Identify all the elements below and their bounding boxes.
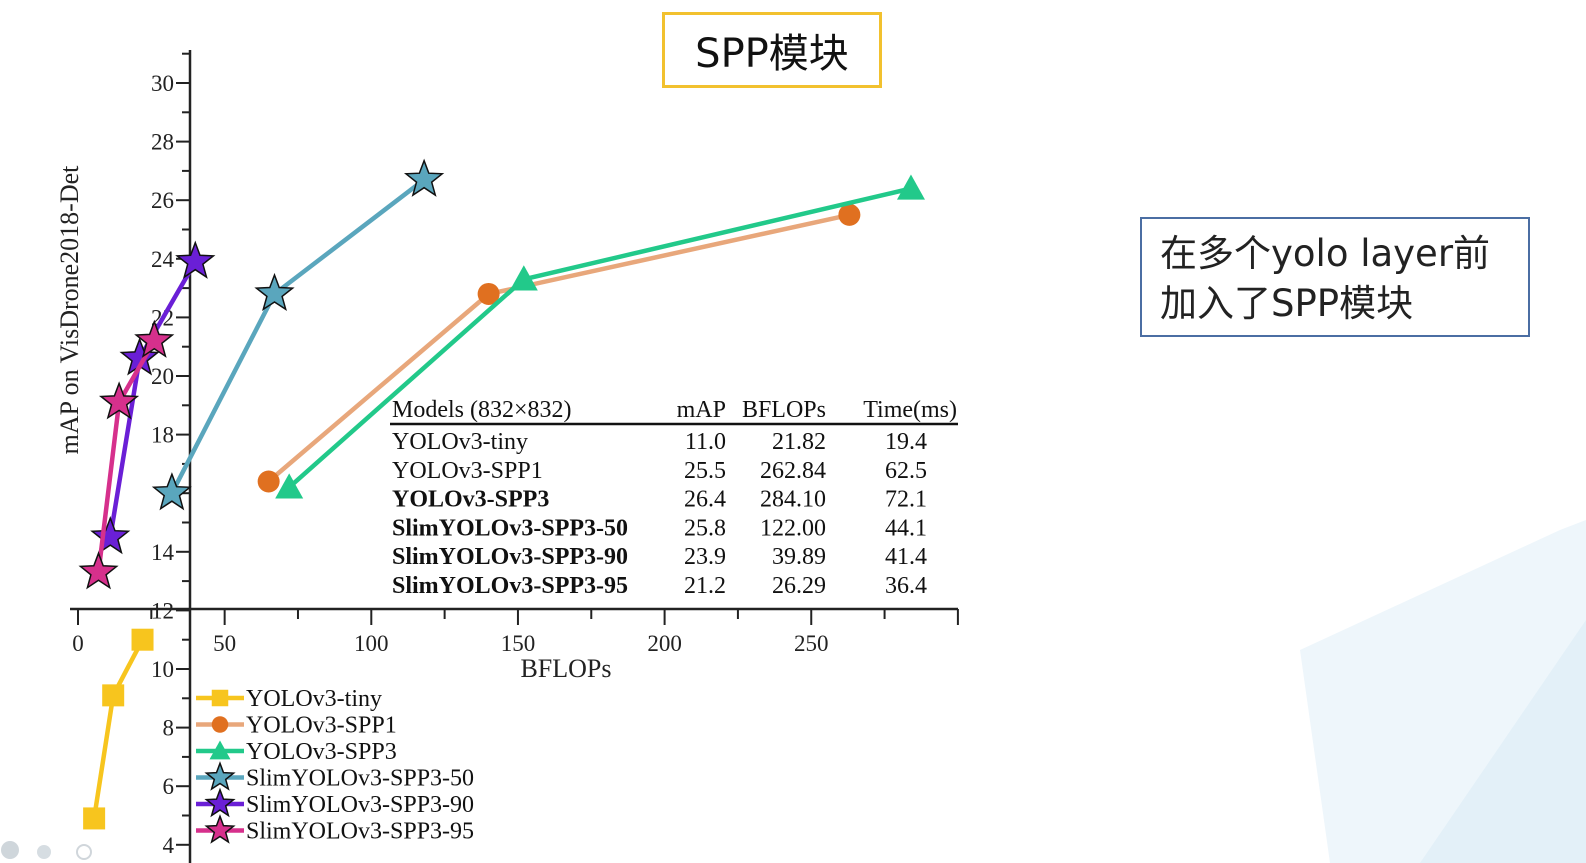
- x-tick-label: 50: [213, 631, 236, 656]
- data-point-star: [204, 761, 236, 791]
- table-cell: 262.84: [760, 458, 826, 484]
- y-tick-label: 28: [151, 130, 174, 155]
- table-cell: 26.4: [684, 487, 726, 513]
- legend-label: SlimYOLOv3-SPP3-95: [246, 819, 474, 845]
- data-point-star: [175, 240, 216, 279]
- series-line: [169, 177, 426, 495]
- data-point-circle: [211, 716, 229, 733]
- table-cell: 41.4: [885, 544, 927, 570]
- y-tick-label: 4: [163, 833, 175, 858]
- legend-label: YOLOv3-tiny: [246, 686, 382, 712]
- y-tick-label: 10: [151, 657, 174, 682]
- legend-entry: SlimYOLOv3-SPP3-50: [196, 761, 474, 792]
- data-point-star: [90, 515, 131, 555]
- data-point-star: [204, 787, 236, 818]
- series-yolov3-spp1: [257, 203, 861, 493]
- y-tick-label: 18: [151, 423, 174, 448]
- legend-entry: SlimYOLOv3-SPP3-90: [196, 787, 474, 818]
- y-tick-label: 20: [151, 364, 174, 389]
- table-cell: SlimYOLOv3-SPP3-50: [392, 515, 628, 541]
- y-tick-label: 6: [163, 774, 175, 799]
- table-header: mAP: [677, 397, 726, 423]
- data-point-square: [102, 684, 125, 707]
- table-header: Models (832×832): [392, 397, 572, 423]
- legend-entry: YOLOv3-SPP3: [196, 739, 397, 765]
- table-cell: 23.9: [684, 544, 726, 570]
- data-point-star: [403, 158, 445, 197]
- data-point-star: [204, 814, 236, 844]
- title-text: SPP模块: [695, 31, 849, 77]
- series-slimyolov3-spp3-95: [78, 319, 175, 590]
- data-point-star: [254, 272, 295, 312]
- title-box: SPP模块: [662, 12, 882, 88]
- x-tick-label: 250: [794, 631, 829, 656]
- table-cell: SlimYOLOv3-SPP3-90: [392, 544, 628, 570]
- series-yolov3-spp3: [275, 174, 925, 499]
- x-tick-label: 150: [501, 631, 536, 656]
- legend-label: SlimYOLOv3-SPP3-50: [246, 766, 474, 792]
- note-line-1: 在多个yolo layer前: [1160, 232, 1491, 275]
- y-tick-label: 8: [163, 716, 175, 741]
- data-point-circle: [257, 470, 280, 493]
- legend-entry: YOLOv3-SPP1: [196, 713, 397, 739]
- data-point-triangle: [896, 174, 925, 200]
- table-header: BFLOPs: [742, 397, 826, 423]
- table-cell: YOLOv3-SPP1: [392, 458, 543, 484]
- legend-label: YOLOv3-SPP1: [246, 713, 397, 739]
- legend-label: YOLOv3-SPP3: [246, 739, 397, 765]
- y-tick-label: 26: [151, 188, 174, 213]
- data-point-star: [98, 381, 140, 420]
- table-cell: YOLOv3-tiny: [392, 429, 528, 455]
- y-axis-title: mAP on VisDrone2018-Det: [55, 165, 84, 455]
- data-point-star: [151, 472, 192, 511]
- y-tick-label: 30: [151, 71, 174, 96]
- x-tick-label: 0: [72, 631, 84, 656]
- table-cell: SlimYOLOv3-SPP3-95: [392, 573, 628, 599]
- x-axis-title: BFLOPs: [520, 654, 611, 683]
- data-point-circle: [477, 282, 500, 305]
- data-point-circle: [838, 203, 861, 226]
- note-line-2: 加入了SPP模块: [1160, 282, 1414, 325]
- table-cell: 284.10: [760, 487, 826, 513]
- table-cell: 25.5: [684, 458, 726, 484]
- series-line: [91, 638, 145, 819]
- series-slimyolov3-spp3-50: [151, 158, 445, 511]
- y-tick-label: 24: [151, 247, 175, 272]
- legend-label: SlimYOLOv3-SPP3-90: [246, 792, 474, 818]
- y-tick-label: 14: [151, 540, 175, 565]
- table-cell: 44.1: [885, 515, 927, 541]
- x-tick-label: 100: [354, 631, 389, 656]
- data-point-square: [83, 807, 106, 830]
- table-cell: 11.0: [685, 429, 726, 455]
- table-cell: 72.1: [885, 487, 927, 513]
- y-tick-label: 12: [151, 598, 174, 623]
- data-point-star: [78, 551, 119, 590]
- legend-entry: YOLOv3-tiny: [196, 686, 382, 712]
- table-cell: 21.82: [772, 429, 826, 455]
- table-cell: 21.2: [684, 573, 726, 599]
- data-point-square: [211, 689, 229, 707]
- table-cell: 36.4: [885, 573, 927, 599]
- data-point-star: [134, 319, 175, 358]
- legend-entry: SlimYOLOv3-SPP3-95: [196, 814, 474, 845]
- data-point-triangle: [509, 265, 538, 291]
- table-cell: YOLOv3-SPP3: [392, 487, 549, 513]
- table-header: Time(ms): [863, 397, 957, 423]
- table-cell: 62.5: [885, 458, 927, 484]
- data-point-triangle: [275, 473, 304, 499]
- series-line: [267, 212, 850, 484]
- table-cell: 25.8: [684, 515, 726, 541]
- data-point-triangle: [209, 740, 231, 760]
- table-cell: 122.00: [760, 515, 826, 541]
- data-point-square: [131, 628, 154, 651]
- note-box: 在多个yolo layer前 加入了SPP模块: [1140, 217, 1530, 337]
- table-cell: 19.4: [885, 429, 927, 455]
- table-cell: 26.29: [772, 573, 826, 599]
- table-cell: 39.89: [772, 544, 826, 570]
- x-tick-label: 200: [647, 631, 682, 656]
- series-yolov3-tiny: [83, 628, 154, 830]
